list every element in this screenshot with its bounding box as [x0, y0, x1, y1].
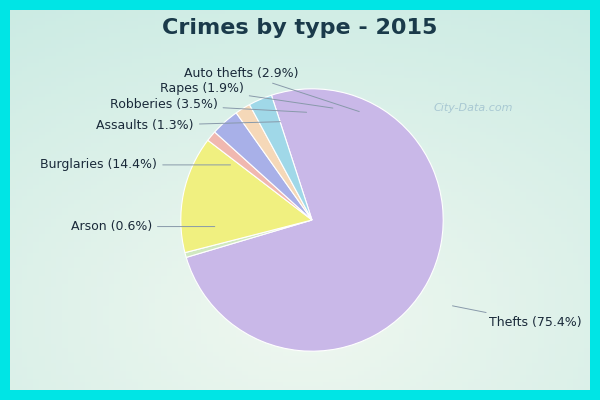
Text: Thefts (75.4%): Thefts (75.4%): [452, 306, 582, 329]
Text: Assaults (1.3%): Assaults (1.3%): [97, 119, 280, 132]
Wedge shape: [186, 89, 443, 351]
Text: City-Data.com: City-Data.com: [434, 104, 513, 114]
Wedge shape: [236, 105, 312, 220]
Wedge shape: [181, 140, 312, 253]
Text: Robberies (3.5%): Robberies (3.5%): [110, 98, 307, 112]
Text: Rapes (1.9%): Rapes (1.9%): [160, 82, 333, 108]
Wedge shape: [208, 132, 312, 220]
Wedge shape: [185, 220, 312, 257]
Text: Auto thefts (2.9%): Auto thefts (2.9%): [184, 66, 359, 112]
Wedge shape: [250, 95, 312, 220]
Text: Arson (0.6%): Arson (0.6%): [71, 220, 215, 233]
Text: Crimes by type - 2015: Crimes by type - 2015: [163, 18, 437, 38]
Wedge shape: [215, 113, 312, 220]
Text: Burglaries (14.4%): Burglaries (14.4%): [40, 158, 230, 171]
